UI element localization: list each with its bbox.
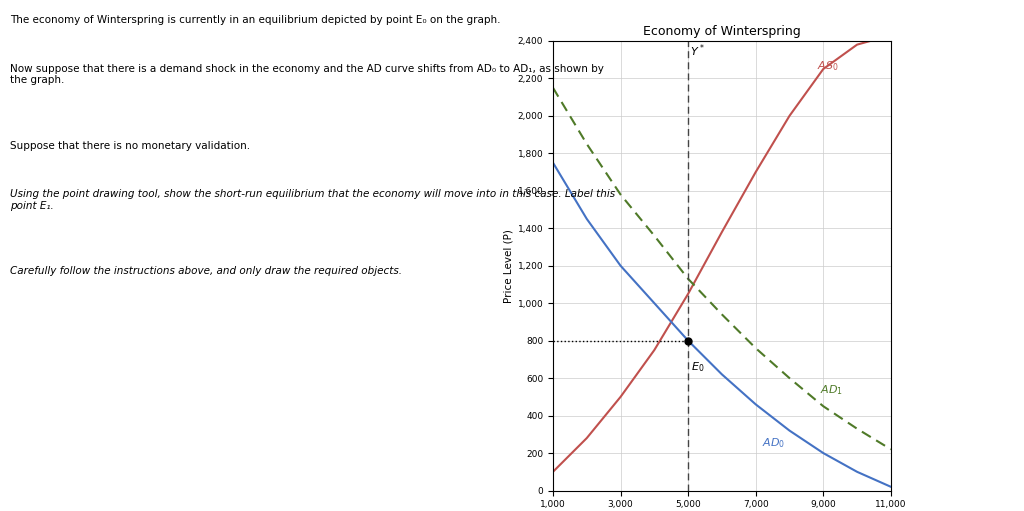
Text: The economy of Winterspring is currently in an equilibrium depicted by point E₀ : The economy of Winterspring is currently… xyxy=(10,15,501,26)
Title: Economy of Winterspring: Economy of Winterspring xyxy=(643,26,801,38)
Text: Carefully follow the instructions above, and only draw the required objects.: Carefully follow the instructions above,… xyxy=(10,266,402,276)
Text: $Y^*$: $Y^*$ xyxy=(690,43,705,59)
Text: $AD_1$: $AD_1$ xyxy=(820,383,843,397)
Text: Now suppose that there is a demand shock in the economy and the AD curve shifts : Now suppose that there is a demand shock… xyxy=(10,64,604,85)
Text: $E_{0}$: $E_{0}$ xyxy=(691,361,705,375)
Y-axis label: Price Level (P): Price Level (P) xyxy=(504,229,513,303)
Text: $AS_0$: $AS_0$ xyxy=(816,59,839,73)
Text: Using the point drawing tool, show the short-run equilibrium that the economy wi: Using the point drawing tool, show the s… xyxy=(10,189,615,211)
Text: $AD_0$: $AD_0$ xyxy=(763,436,785,450)
Text: Suppose that there is no monetary validation.: Suppose that there is no monetary valida… xyxy=(10,141,250,151)
